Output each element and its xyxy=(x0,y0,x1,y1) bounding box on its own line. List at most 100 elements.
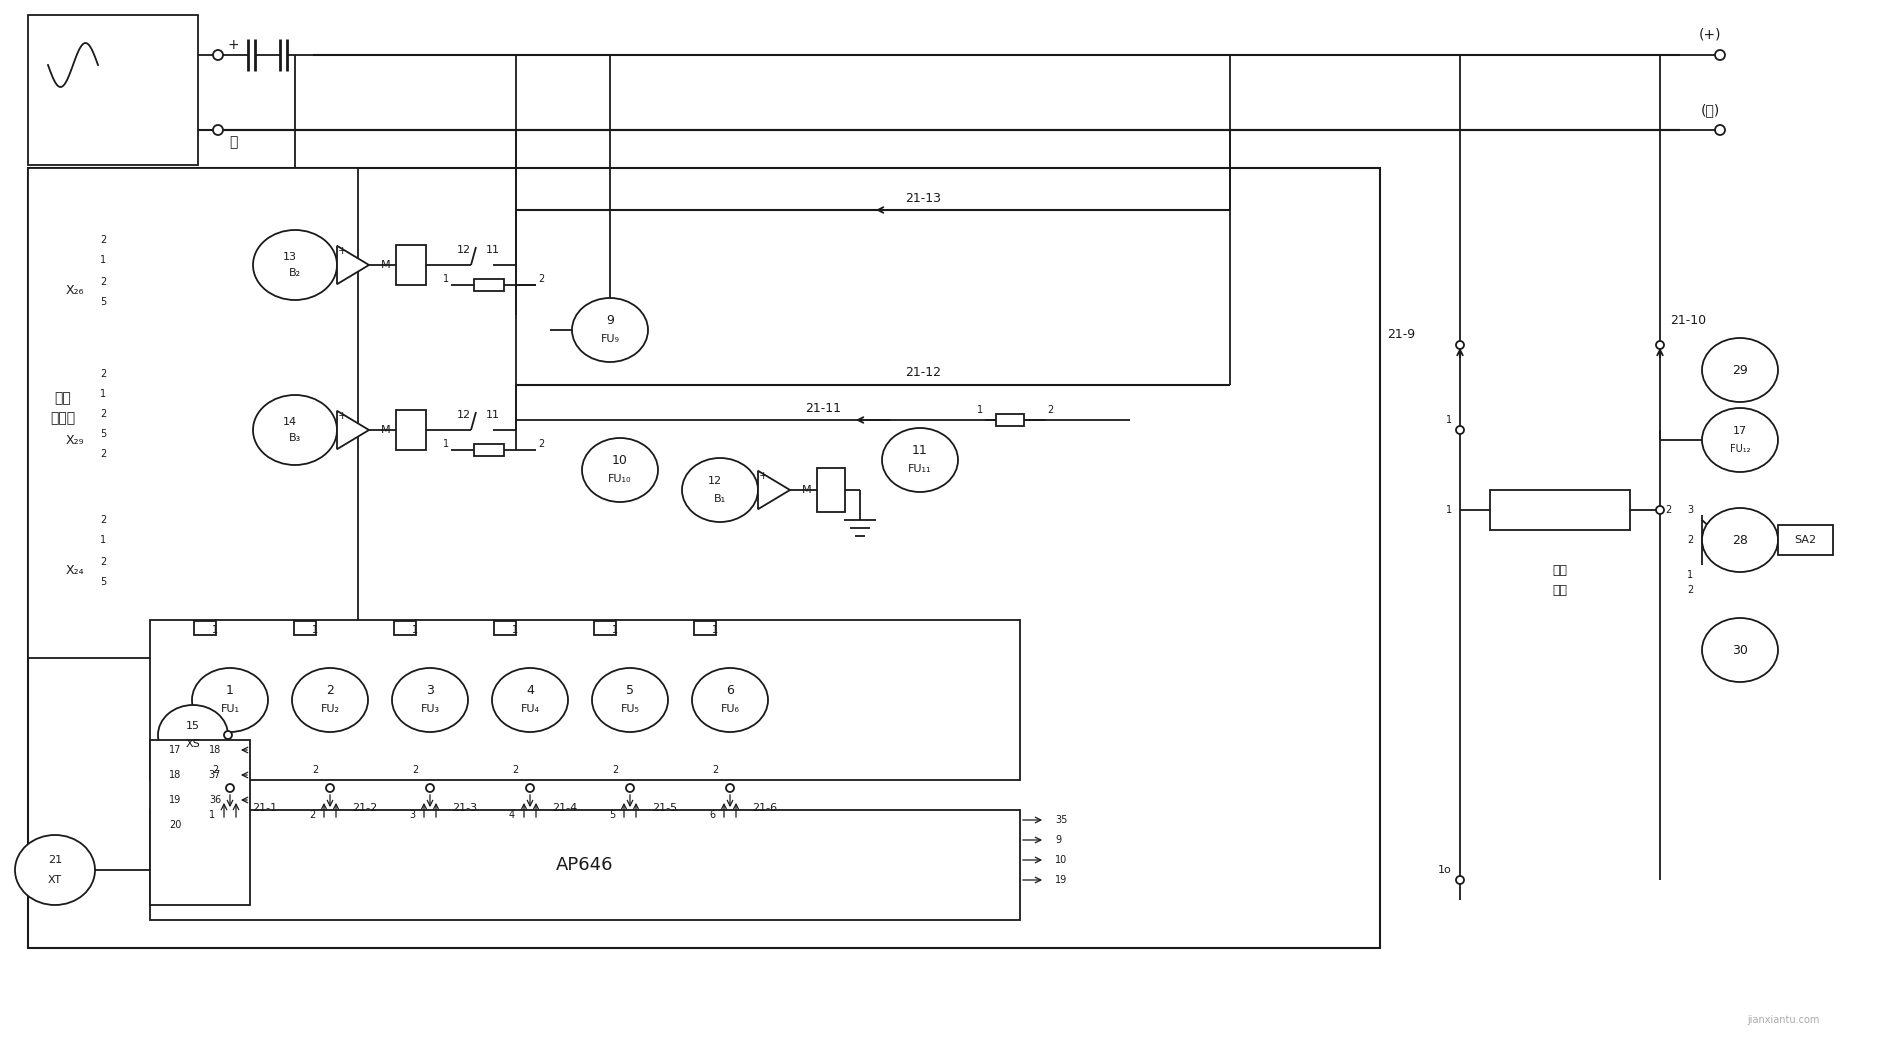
Text: 5: 5 xyxy=(626,684,633,698)
Polygon shape xyxy=(757,471,789,510)
Bar xyxy=(996,414,1024,426)
Bar xyxy=(28,168,1379,948)
Text: 9: 9 xyxy=(1054,835,1062,844)
Text: B₂: B₂ xyxy=(289,268,301,278)
Text: 2: 2 xyxy=(100,369,105,379)
Text: M: M xyxy=(802,485,812,495)
Text: 5: 5 xyxy=(100,297,105,307)
Text: 17: 17 xyxy=(169,745,180,755)
Text: X₂₄: X₂₄ xyxy=(66,564,85,576)
Text: 12: 12 xyxy=(708,476,722,486)
Text: 1: 1 xyxy=(212,625,218,635)
Bar xyxy=(594,621,616,635)
Ellipse shape xyxy=(393,668,468,732)
Text: +: + xyxy=(227,38,239,52)
Bar xyxy=(150,810,1020,920)
Text: 36: 36 xyxy=(209,795,222,805)
Text: 4: 4 xyxy=(509,810,515,820)
Bar xyxy=(693,621,716,635)
Text: 2: 2 xyxy=(511,765,519,775)
Text: XS: XS xyxy=(186,739,201,749)
Text: 1: 1 xyxy=(412,625,417,635)
Text: 1ο: 1ο xyxy=(1437,865,1452,875)
Text: XT: XT xyxy=(49,875,62,885)
Text: FU₁₂: FU₁₂ xyxy=(1731,444,1749,454)
Bar xyxy=(474,444,504,456)
Text: 2: 2 xyxy=(308,810,316,820)
Circle shape xyxy=(1456,426,1464,434)
Text: 3: 3 xyxy=(1687,505,1693,515)
Text: 15: 15 xyxy=(186,721,199,731)
Ellipse shape xyxy=(691,668,769,732)
Bar xyxy=(817,468,846,512)
Text: 18: 18 xyxy=(169,770,180,780)
Bar xyxy=(28,15,197,165)
Text: 21-9: 21-9 xyxy=(1387,329,1415,341)
Text: 14: 14 xyxy=(284,417,297,427)
Circle shape xyxy=(1716,50,1725,60)
Circle shape xyxy=(1655,341,1665,349)
Text: 28: 28 xyxy=(1732,534,1747,546)
Text: 20: 20 xyxy=(169,820,180,830)
Text: 21-6: 21-6 xyxy=(752,803,778,813)
Text: FU₆: FU₆ xyxy=(720,704,740,714)
Text: 1: 1 xyxy=(712,625,718,635)
Text: AP646: AP646 xyxy=(556,856,614,874)
Text: 21-13: 21-13 xyxy=(906,191,941,205)
Ellipse shape xyxy=(158,705,227,765)
Bar xyxy=(395,621,415,635)
Bar xyxy=(150,740,250,905)
Text: 2: 2 xyxy=(100,515,105,525)
Text: 21-10: 21-10 xyxy=(1670,313,1706,327)
Ellipse shape xyxy=(682,458,757,522)
Text: FU₉: FU₉ xyxy=(601,334,620,344)
Ellipse shape xyxy=(192,668,269,732)
Text: 21-3: 21-3 xyxy=(453,803,477,813)
Text: (+): (+) xyxy=(1699,28,1721,42)
Bar xyxy=(494,621,517,635)
Circle shape xyxy=(725,784,735,792)
Text: 1: 1 xyxy=(1445,415,1452,425)
Bar xyxy=(1778,525,1834,555)
Circle shape xyxy=(325,784,334,792)
Text: M: M xyxy=(381,260,391,270)
Text: FU₁: FU₁ xyxy=(220,704,239,714)
Text: FU₁₀: FU₁₀ xyxy=(609,474,631,484)
Text: 1: 1 xyxy=(100,389,105,399)
Polygon shape xyxy=(336,411,368,449)
Text: 1: 1 xyxy=(100,535,105,545)
Text: 17: 17 xyxy=(1732,426,1747,436)
Text: 1: 1 xyxy=(312,625,318,635)
Text: +: + xyxy=(338,245,348,256)
Ellipse shape xyxy=(254,230,336,300)
Text: 事故: 事故 xyxy=(1552,564,1567,576)
Text: 2: 2 xyxy=(537,274,545,284)
Text: 2: 2 xyxy=(1047,405,1052,415)
Text: 1: 1 xyxy=(1445,505,1452,515)
Circle shape xyxy=(1456,341,1464,349)
Text: 21-2: 21-2 xyxy=(351,803,378,813)
Text: 18: 18 xyxy=(209,745,222,755)
Ellipse shape xyxy=(291,668,368,732)
Text: M: M xyxy=(381,425,391,435)
Text: 2: 2 xyxy=(100,277,105,287)
Text: 12: 12 xyxy=(457,245,472,255)
Ellipse shape xyxy=(15,835,96,905)
Text: +: + xyxy=(338,411,348,421)
Bar xyxy=(474,279,504,291)
Text: 5: 5 xyxy=(100,428,105,439)
Text: 29: 29 xyxy=(1732,364,1747,376)
Bar xyxy=(28,168,359,658)
Text: X₂₆: X₂₆ xyxy=(66,284,85,296)
Text: 21-12: 21-12 xyxy=(906,366,941,380)
Text: 2: 2 xyxy=(1665,505,1670,515)
Text: 接口板: 接口板 xyxy=(51,411,75,425)
Text: 12: 12 xyxy=(457,410,472,420)
Text: 9: 9 xyxy=(607,314,614,328)
Text: SA2: SA2 xyxy=(1794,535,1817,545)
Text: 10: 10 xyxy=(1054,855,1067,865)
Circle shape xyxy=(526,784,534,792)
Circle shape xyxy=(1655,506,1665,514)
Text: 37: 37 xyxy=(209,770,222,780)
Bar xyxy=(396,410,427,450)
